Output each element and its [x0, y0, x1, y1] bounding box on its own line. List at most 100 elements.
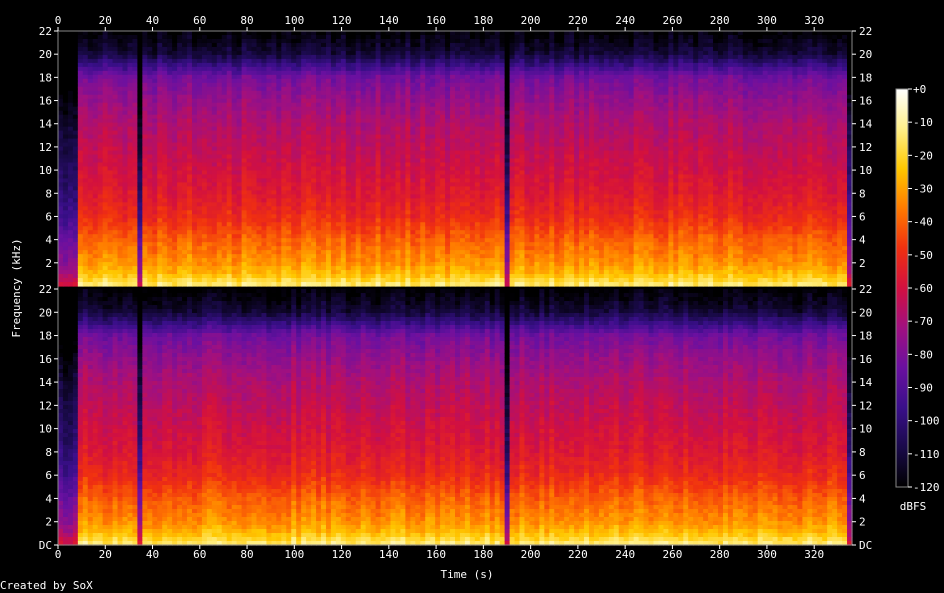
spectrogram-cell: [355, 102, 362, 108]
spectrogram-cell: [62, 58, 69, 64]
spectrogram-cell: [415, 170, 421, 176]
spectrogram-cell: [410, 218, 416, 223]
spectrogram-cell: [142, 46, 148, 52]
spectrogram-cell: [167, 198, 173, 203]
spectrogram-cell: [410, 214, 416, 219]
spectrogram-cell: [206, 110, 213, 116]
spectrogram-cell: [82, 166, 89, 172]
spectrogram-cell: [345, 54, 352, 60]
spectrogram-cell: [276, 138, 282, 144]
spectrogram-cell: [87, 134, 94, 140]
spectrogram-cell: [172, 90, 178, 96]
spectrogram-cell: [306, 218, 312, 223]
spectrogram-cell: [440, 238, 446, 243]
spectrogram-cell: [340, 206, 347, 211]
spectrogram-cell: [102, 174, 109, 180]
spectrogram-cell: [216, 86, 223, 92]
spectrogram-cell: [321, 230, 327, 235]
spectrogram-cell: [201, 90, 208, 96]
spectrogram-cell: [132, 106, 138, 112]
spectrogram-cell: [191, 70, 198, 76]
spectrogram-cell: [430, 190, 436, 195]
spectrogram-cell: [231, 154, 238, 160]
spectrogram-cell: [345, 186, 352, 191]
spectrogram-cell: [167, 42, 173, 48]
spectrogram-cell: [82, 118, 89, 124]
spectrogram-cell: [231, 262, 238, 267]
spectrogram-cell: [286, 206, 292, 211]
spectrogram-cell: [350, 218, 357, 223]
spectrogram-cell: [316, 66, 322, 72]
spectrogram-cell: [395, 222, 402, 227]
spectrogram-cell: [281, 94, 287, 100]
spectrogram-cell: [117, 106, 124, 112]
spectrogram-cell: [58, 250, 64, 255]
spectrogram-cell: [345, 98, 352, 104]
spectrogram-cell: [191, 130, 198, 136]
spectrogram-cell: [241, 230, 248, 235]
spectrogram-cell: [340, 82, 347, 88]
spectrogram-cell: [261, 50, 268, 56]
spectrogram-cell: [390, 94, 397, 100]
spectrogram-cell: [132, 130, 138, 136]
spectrogram-cell: [335, 206, 342, 211]
spectrogram-cell: [241, 138, 248, 144]
spectrogram-cell: [321, 114, 327, 120]
spectrogram-cell: [400, 254, 406, 259]
spectrogram-cell: [370, 50, 377, 56]
spectrogram-cell: [271, 222, 277, 227]
spectrogram-cell: [206, 50, 213, 56]
spectrogram-cell: [256, 42, 263, 48]
spectrogram-cell: [321, 186, 327, 191]
spectrogram-cell: [137, 174, 143, 180]
spectrogram-cell: [172, 222, 178, 227]
spectrogram-cell: [400, 158, 406, 164]
spectrogram-cell: [435, 170, 441, 176]
spectrogram-cell: [420, 142, 426, 148]
spectrogram-cell: [187, 74, 193, 80]
spectrogram-cell: [122, 198, 129, 203]
spectrogram-cell: [321, 262, 327, 267]
spectrogram-cell: [370, 66, 377, 72]
spectrogram-cell: [231, 250, 238, 255]
spectrogram-cell: [430, 110, 436, 116]
spectrogram-cell: [415, 198, 421, 203]
spectrogram-cell: [395, 242, 402, 247]
spectrogram-cell: [360, 234, 367, 239]
spectrogram-cell: [112, 82, 119, 88]
spectrogram-cell: [276, 102, 282, 108]
spectrogram-cell: [97, 182, 104, 187]
spectrogram-cell: [191, 194, 198, 199]
spectrogram-cell: [435, 166, 441, 172]
spectrogram-cell: [236, 130, 243, 136]
spectrogram-cell: [231, 222, 238, 227]
spectrogram-cell: [400, 134, 406, 140]
spectrogram-cell: [231, 190, 238, 195]
spectrogram-cell: [425, 242, 431, 247]
spectrogram-cell: [231, 266, 238, 271]
spectrogram-cell: [246, 126, 253, 132]
spectrogram-cell: [72, 162, 79, 168]
spectrogram-cell: [420, 254, 426, 259]
spectrogram-cell: [72, 94, 79, 100]
spectrogram-cell: [196, 126, 203, 132]
spectrogram-cell: [251, 230, 258, 235]
spectrogram-cell: [191, 158, 198, 164]
spectrogram-cell: [325, 70, 332, 76]
spectrogram-cell: [157, 38, 163, 44]
spectrogram-cell: [296, 254, 302, 259]
spectrogram-cell: [157, 82, 163, 88]
spectrogram-cell: [226, 102, 233, 108]
spectrogram-cell: [206, 242, 213, 247]
spectrogram-cell: [281, 31, 287, 36]
spectrogram-cell: [385, 62, 392, 68]
spectrogram-cell: [350, 42, 357, 48]
spectrogram-cell: [330, 134, 337, 140]
spectrogram-cell: [201, 98, 208, 104]
spectrogram-cell: [325, 222, 332, 227]
spectrogram-cell: [77, 34, 84, 40]
spectrogram-cell: [142, 210, 148, 215]
spectrogram-cell: [191, 166, 198, 172]
spectrogram-cell: [62, 90, 69, 96]
spectrogram-cell: [365, 70, 372, 76]
